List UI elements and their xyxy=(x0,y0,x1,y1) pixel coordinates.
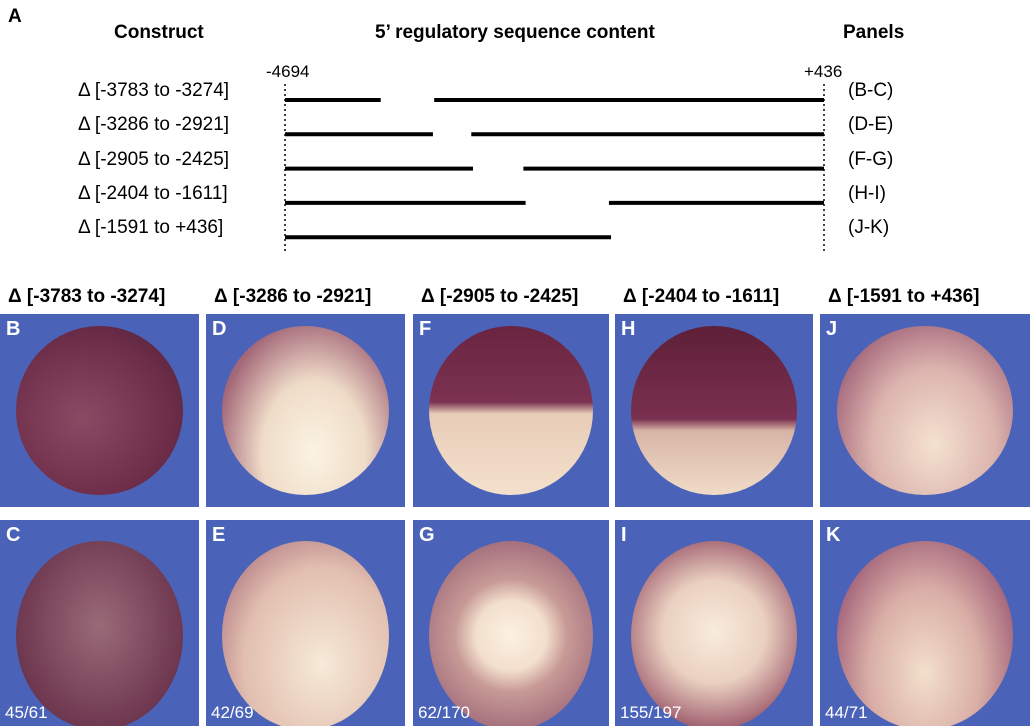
embryo-panel-J: J xyxy=(820,314,1030,507)
embryo-count: 155/197 xyxy=(620,703,682,722)
panel-letter: C xyxy=(6,524,21,546)
embryo-panel-I: I 155/197 xyxy=(615,520,813,726)
embryo-panel-F: F xyxy=(413,314,609,507)
embryo-image xyxy=(630,325,798,496)
construct-label: Δ [-1591 to +436] xyxy=(78,217,224,239)
construct-panels: (J-K) xyxy=(848,217,890,239)
embryo-image xyxy=(221,540,390,726)
construct-label: Δ [-3286 to -2921] xyxy=(78,114,230,136)
axis-start-label: -4694 xyxy=(266,62,310,81)
embryo-image xyxy=(221,325,390,496)
construct-label: Δ [-2404 to -1611] xyxy=(78,182,228,204)
panel-letter: G xyxy=(419,524,435,546)
embryo-panel-H: H xyxy=(615,314,813,507)
column-title: Δ [-3286 to -2921] xyxy=(214,286,372,307)
header-content: 5’ regulatory sequence content xyxy=(375,22,655,43)
construct-panels: (H-I) xyxy=(848,182,886,204)
panel-letter: H xyxy=(621,318,636,340)
embryo-image xyxy=(428,325,594,496)
embryo-panel-G: G 62/170 xyxy=(413,520,609,726)
embryo-panel-E: E 42/69 xyxy=(206,520,405,726)
construct-panels: (F-G) xyxy=(848,148,894,170)
embryo-panel-K: K 44/71 xyxy=(820,520,1030,726)
construct-panels: (B-C) xyxy=(848,80,894,101)
header-construct: Construct xyxy=(114,22,204,43)
panel-letter: K xyxy=(826,524,841,546)
embryo-image xyxy=(15,540,184,726)
construct-panels: (D-E) xyxy=(848,114,894,136)
embryo-image xyxy=(630,540,798,726)
column-title: Δ [-3783 to -3274] xyxy=(8,286,166,307)
construct-label: Δ [-3783 to -3274] xyxy=(78,80,230,101)
embryo-image xyxy=(15,325,184,496)
embryo-panel-B: B xyxy=(0,314,199,507)
construct-diagram xyxy=(284,84,825,252)
panel-letter: J xyxy=(826,318,838,340)
embryo-image xyxy=(836,325,1014,496)
construct-label: Δ [-2905 to -2425] xyxy=(78,148,230,170)
embryo-image xyxy=(428,540,594,726)
axis-end-label: +436 xyxy=(804,62,843,81)
embryo-count: 62/170 xyxy=(418,703,470,722)
embryo-count: 44/71 xyxy=(825,703,868,722)
panel-letter: B xyxy=(6,318,21,340)
column-title: Δ [-1591 to +436] xyxy=(828,286,980,307)
panel-letter: F xyxy=(419,318,432,340)
panel-letter: I xyxy=(621,524,627,546)
column-title: Δ [-2404 to -1611] xyxy=(623,286,780,307)
column-title: Δ [-2905 to -2425] xyxy=(421,286,579,307)
header-panels: Panels xyxy=(843,22,905,43)
embryo-panel-C: C 45/61 xyxy=(0,520,199,726)
panel-letter: D xyxy=(212,318,227,340)
panel-letter: E xyxy=(212,524,226,546)
panel-label-a: A xyxy=(8,6,22,27)
embryo-panel-D: D xyxy=(206,314,405,507)
embryo-image xyxy=(836,540,1014,726)
embryo-count: 42/69 xyxy=(211,703,254,722)
embryo-count: 45/61 xyxy=(5,703,48,722)
